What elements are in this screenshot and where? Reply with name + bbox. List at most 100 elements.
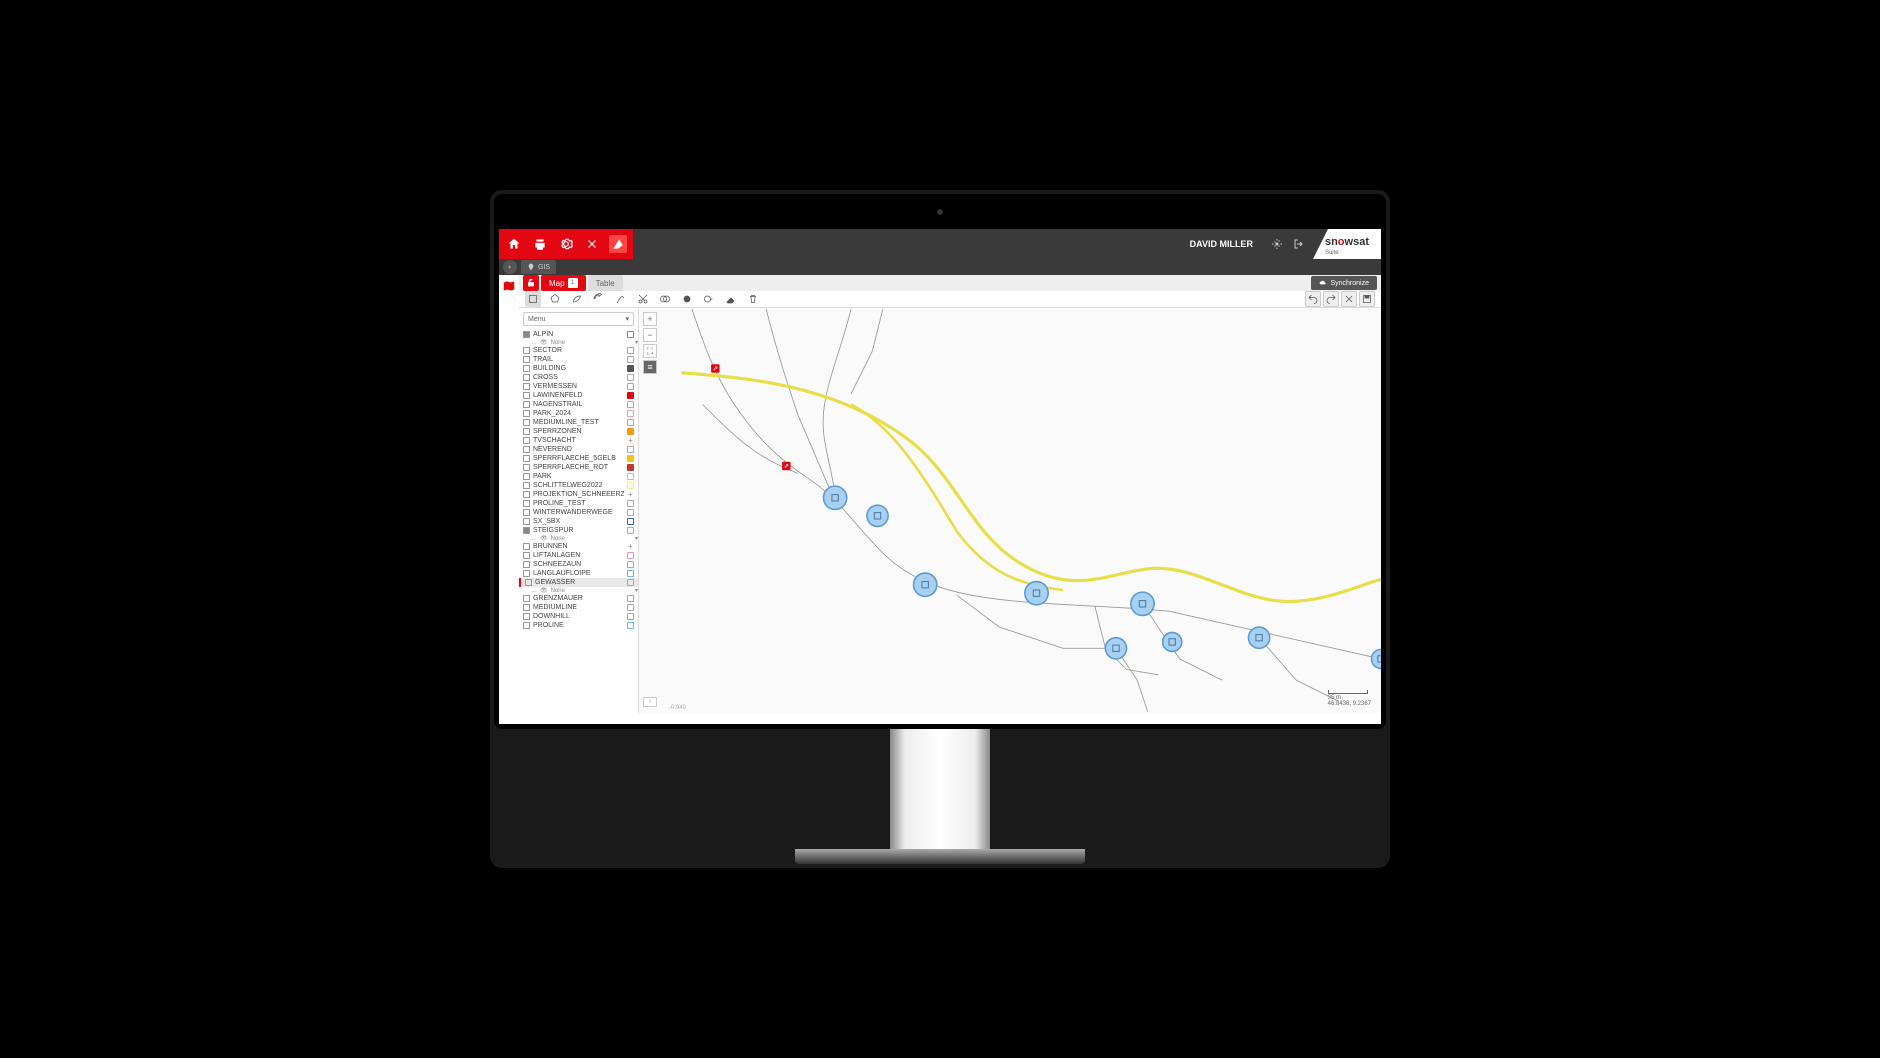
layer-item[interactable]: SPERRZONEN: [519, 427, 638, 436]
layer-item[interactable]: DOWNHILL: [519, 612, 638, 621]
layer-checkbox[interactable]: [523, 383, 530, 390]
map-node[interactable]: [867, 505, 888, 526]
map-node[interactable]: [1371, 649, 1381, 668]
layer-item[interactable]: LIFTANLAGEN: [519, 551, 638, 560]
select-tool[interactable]: [525, 291, 541, 307]
layer-checkbox[interactable]: [523, 410, 530, 417]
logout-icon[interactable]: [1293, 238, 1305, 250]
close-edit-button[interactable]: [1341, 291, 1357, 307]
delete-tool[interactable]: [745, 291, 761, 307]
layer-item[interactable]: SPERRFLAECHE_5GELB: [519, 454, 638, 463]
layer-checkbox[interactable]: [523, 365, 530, 372]
layer-visibility-row[interactable]: …👁None▾: [519, 587, 638, 594]
gis-button[interactable]: [609, 235, 627, 253]
rotate-tool[interactable]: [591, 291, 607, 307]
layer-checkbox[interactable]: [523, 527, 530, 534]
user-settings-icon[interactable]: [1271, 238, 1283, 250]
layer-item[interactable]: BRUNNEN+: [519, 542, 638, 551]
layer-checkbox[interactable]: [523, 482, 530, 489]
layer-item[interactable]: ALPIN: [519, 330, 638, 339]
layer-checkbox[interactable]: [523, 356, 530, 363]
union-tool[interactable]: [657, 291, 673, 307]
map-node[interactable]: [823, 486, 846, 509]
layer-item[interactable]: PARK: [519, 472, 638, 481]
zoom-in-button[interactable]: +: [643, 312, 657, 326]
layer-item[interactable]: SECTOR: [519, 346, 638, 355]
map-node[interactable]: [1131, 592, 1154, 615]
layer-checkbox[interactable]: [523, 595, 530, 602]
map-node[interactable]: [1105, 638, 1126, 659]
layer-item[interactable]: NEVEREND: [519, 445, 638, 454]
fit-button[interactable]: ⛶: [643, 344, 657, 358]
layers-button[interactable]: ≡: [643, 360, 657, 374]
synchronize-button[interactable]: Synchronize: [1311, 276, 1377, 290]
layer-checkbox[interactable]: [523, 374, 530, 381]
layer-checkbox[interactable]: [523, 509, 530, 516]
layer-item[interactable]: CROSS: [519, 373, 638, 382]
layer-item[interactable]: STEIGSPUR: [519, 526, 638, 535]
layer-checkbox[interactable]: [523, 446, 530, 453]
layer-checkbox[interactable]: [523, 613, 530, 620]
layer-checkbox[interactable]: [523, 437, 530, 444]
cut-tool[interactable]: [635, 291, 651, 307]
map-mode-icon[interactable]: [502, 279, 516, 293]
zoom-out-button[interactable]: −: [643, 328, 657, 342]
collapse-sidebar-button[interactable]: [503, 260, 517, 274]
layer-checkbox[interactable]: [523, 392, 530, 399]
home-button[interactable]: [505, 235, 523, 253]
layer-checkbox[interactable]: [523, 561, 530, 568]
tab-map[interactable]: Map 1: [541, 275, 586, 291]
subtract-tool[interactable]: [701, 291, 717, 307]
unlock-button[interactable]: [523, 275, 539, 291]
map-node[interactable]: [1249, 627, 1270, 648]
layer-visibility-row[interactable]: …👁None▾: [519, 339, 638, 346]
layer-item[interactable]: GEWASSER: [519, 578, 638, 587]
breadcrumb-tab-gis[interactable]: GIS: [521, 260, 556, 274]
layer-checkbox[interactable]: [523, 473, 530, 480]
layer-item[interactable]: WINTERWANDERWEGE: [519, 508, 638, 517]
layer-item[interactable]: TRAIL: [519, 355, 638, 364]
layer-checkbox[interactable]: [523, 518, 530, 525]
layer-checkbox[interactable]: [523, 491, 530, 498]
tools-button[interactable]: [583, 235, 601, 253]
layer-item[interactable]: NAGENSTRAIL: [519, 400, 638, 409]
layer-item[interactable]: TVSCHACHT+: [519, 436, 638, 445]
layer-checkbox[interactable]: [523, 331, 530, 338]
layer-checkbox[interactable]: [523, 419, 530, 426]
save-button[interactable]: [1359, 291, 1375, 307]
redo-button[interactable]: [1323, 291, 1339, 307]
layer-item[interactable]: BUILDING: [519, 364, 638, 373]
layer-item[interactable]: SPERRFLAECHE_ROT: [519, 463, 638, 472]
layer-item[interactable]: VERMESSEN: [519, 382, 638, 391]
layer-item[interactable]: LAWINENFELD: [519, 391, 638, 400]
brush-tool[interactable]: [613, 291, 629, 307]
menu-dropdown[interactable]: Menu ▾: [523, 312, 634, 326]
shape-tool[interactable]: [569, 291, 585, 307]
expand-panel-button[interactable]: ›: [643, 697, 657, 707]
layer-checkbox[interactable]: [523, 604, 530, 611]
layer-item[interactable]: PROLINE: [519, 621, 638, 630]
layer-checkbox[interactable]: [523, 543, 530, 550]
layer-visibility-row[interactable]: …👁None▾: [519, 535, 638, 542]
layer-item[interactable]: PARK_2024: [519, 409, 638, 418]
layer-item[interactable]: MEDIUMLINE_TEST: [519, 418, 638, 427]
layer-item[interactable]: PROJEKTION_SCHNEEERZEUGER+: [519, 490, 638, 499]
layer-item[interactable]: SCHNEEZAUN: [519, 560, 638, 569]
layer-checkbox[interactable]: [523, 552, 530, 559]
map-node[interactable]: [1025, 582, 1048, 605]
layer-checkbox[interactable]: [523, 401, 530, 408]
undo-button[interactable]: [1305, 291, 1321, 307]
tab-table[interactable]: Table: [588, 275, 623, 291]
layer-checkbox[interactable]: [523, 622, 530, 629]
layer-item[interactable]: SCHLITTELWEG2022: [519, 481, 638, 490]
map-node[interactable]: [1163, 632, 1182, 651]
layer-checkbox[interactable]: [523, 464, 530, 471]
layer-item[interactable]: SX_SBX: [519, 517, 638, 526]
layer-item[interactable]: PROLINE_TEST: [519, 499, 638, 508]
layer-checkbox[interactable]: [523, 347, 530, 354]
map-canvas[interactable]: + − ⛶ ≡ ⇗⇗ › -0.940: [639, 308, 1381, 713]
settings-button[interactable]: [557, 235, 575, 253]
layer-checkbox[interactable]: [523, 455, 530, 462]
layer-item[interactable]: MEDIUMLINE: [519, 603, 638, 612]
layer-item[interactable]: GRENZMAUER: [519, 594, 638, 603]
